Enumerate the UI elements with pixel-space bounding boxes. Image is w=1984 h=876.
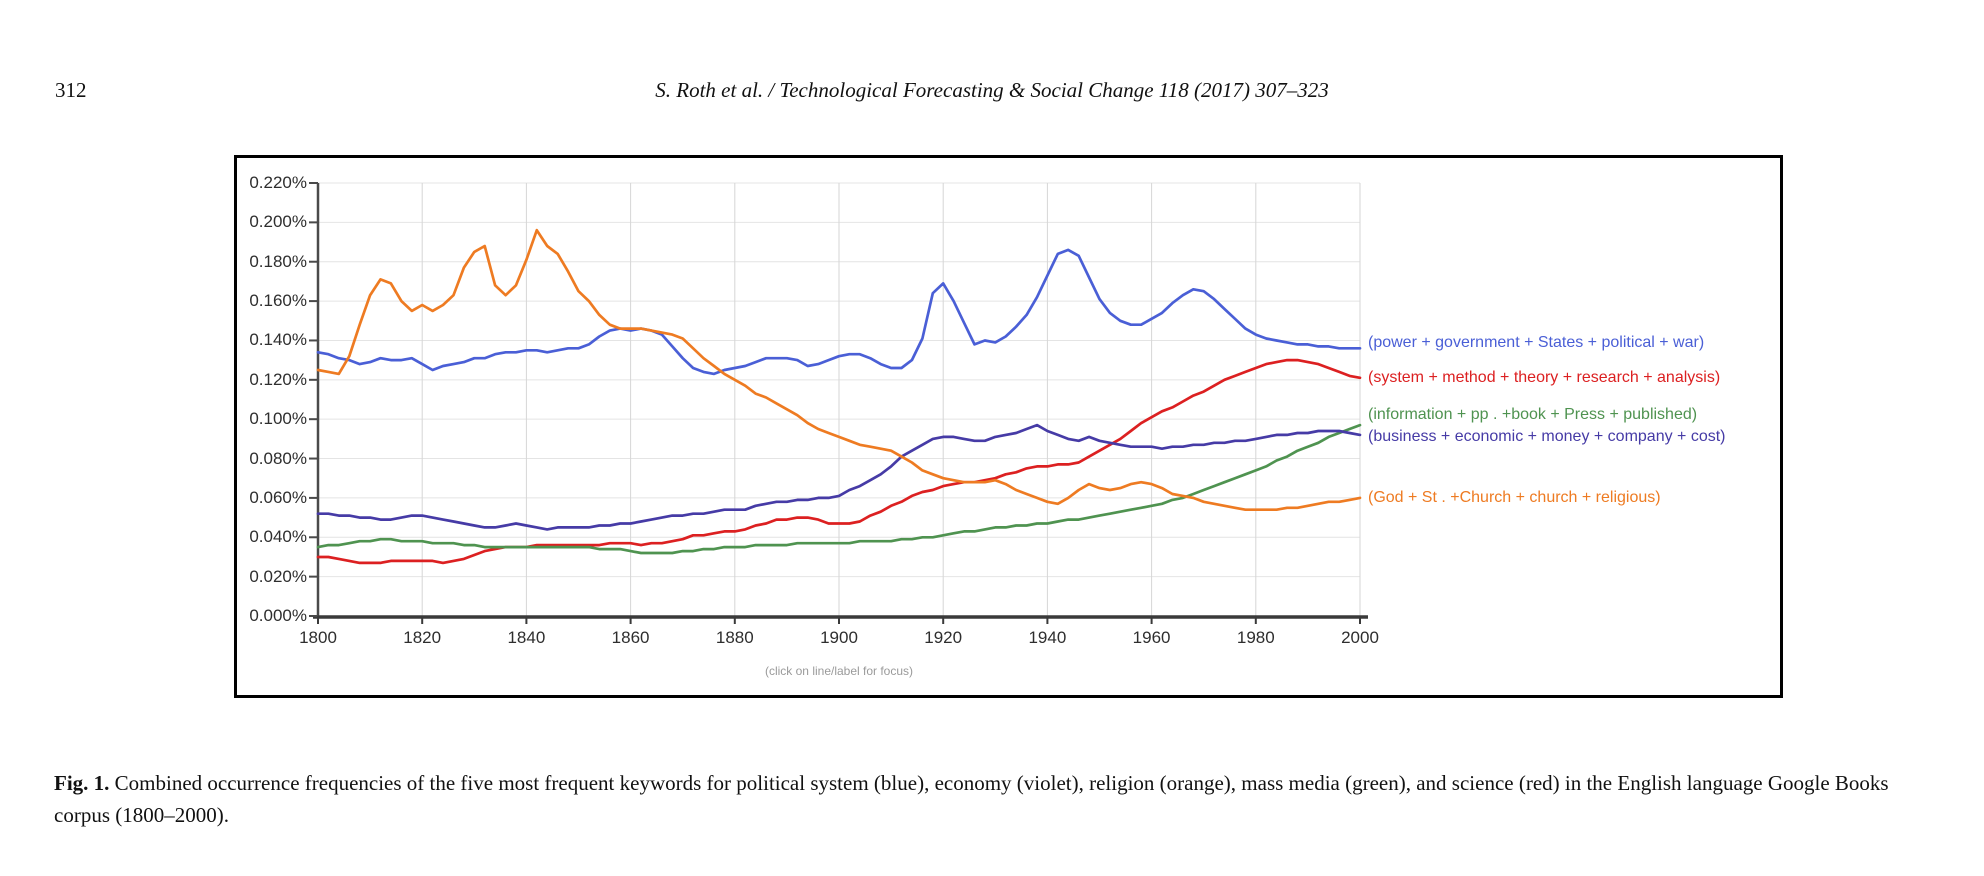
x-tick-label: 1920 <box>924 628 963 647</box>
x-tick-label: 1800 <box>299 628 337 647</box>
chart-footnote: (click on line/label for focus) <box>764 664 914 678</box>
y-tick-label: 0.020% <box>249 566 307 586</box>
y-tick-label: 0.220% <box>249 173 307 192</box>
series-label-religion: (God + St . +Church + church + religious… <box>1368 488 1661 506</box>
x-tick-label: 1960 <box>1132 628 1171 647</box>
chart-svg <box>309 182 1368 624</box>
y-tick-label: 0.060% <box>249 487 307 507</box>
x-tick-label: 1860 <box>611 628 650 647</box>
y-tick-label: 0.180% <box>249 251 307 271</box>
series-line-political-system <box>316 248 1362 376</box>
y-tick-label: 0.080% <box>249 448 307 468</box>
x-tick-label: 1880 <box>715 628 754 647</box>
figure-1-chart: 0.220% 0.200% 0.180% 0.160% 0.140% 0.120% 0.10… <box>234 155 1783 698</box>
x-tick-label: 1820 <box>403 628 442 647</box>
x-tick-label: 1980 <box>1236 628 1275 647</box>
running-title: S. Roth et al. / Technological Forecasti… <box>655 78 1329 102</box>
x-tick-label: 1840 <box>507 628 546 647</box>
x-tick-label: 1940 <box>1028 628 1067 647</box>
x-tick-label: 2000 <box>1341 628 1379 647</box>
series-label-mass-media: (information + pp . +book + Press + publ… <box>1368 406 1698 424</box>
series-line-science <box>316 358 1362 565</box>
y-tick-label: 0.120% <box>249 369 307 389</box>
y-tick-label: 0.100% <box>249 409 307 429</box>
page-number: 312 <box>55 78 87 102</box>
y-tick-label: 0.140% <box>249 330 307 350</box>
series-line-religion <box>316 228 1362 512</box>
y-tick-label: 0.160% <box>249 291 307 311</box>
series-label-political-system: (power + government + States + political… <box>1368 334 1705 352</box>
y-tick-label: 0.200% <box>249 212 307 232</box>
figure-caption-label: Fig. 1. <box>54 771 110 795</box>
y-tick-label: 0.040% <box>249 527 307 547</box>
figure-caption-text: Combined occurrence frequencies of the f… <box>54 771 1889 827</box>
series-label-science: (system + method + theory + research + a… <box>1368 368 1721 386</box>
y-tick-label: 0.000% <box>249 606 307 625</box>
series-line-economy <box>316 423 1362 531</box>
series-label-economy: (business + economic + money + company +… <box>1368 427 1726 445</box>
x-tick-label: 1900 <box>820 628 858 647</box>
figure-caption: Fig. 1. Combined occurrence frequencies … <box>54 767 1932 831</box>
